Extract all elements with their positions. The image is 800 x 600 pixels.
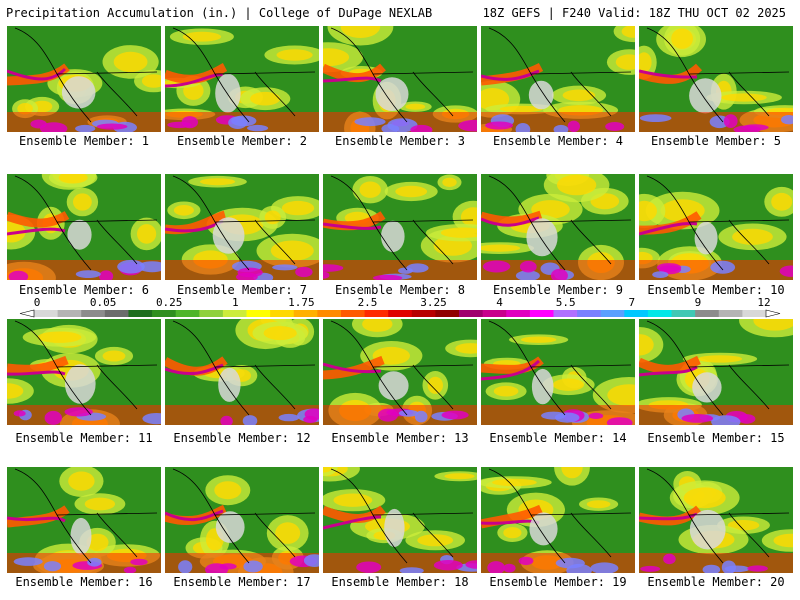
ensemble-map-8	[323, 174, 477, 280]
ensemble-map-6	[7, 174, 161, 280]
colorbar-swatch	[577, 310, 602, 317]
ensemble-member-label-20: Ensemble Member: 20	[647, 575, 785, 589]
colorbar-swatch	[647, 310, 672, 317]
colorbar-swatch	[624, 310, 649, 317]
ensemble-member-label-14: Ensemble Member: 14	[489, 431, 627, 445]
ensemble-member-label-11: Ensemble Member: 11	[15, 431, 153, 445]
colorbar-right-arrow	[765, 309, 781, 318]
colorbar-tick-label: 4	[496, 296, 503, 309]
colorbar-swatch	[175, 310, 200, 317]
colorbar-tick-label: 7	[628, 296, 635, 309]
colorbar-tick-label: 1	[232, 296, 239, 309]
ensemble-member-label-16: Ensemble Member: 16	[15, 575, 153, 589]
ensemble-map-12	[165, 319, 319, 425]
precipitation-colorbar: 0 0.05 0.25 1 1.75 2.5 3.25 4 5.5 7 9 12	[19, 296, 781, 318]
ensemble-map-5	[639, 26, 793, 132]
ensemble-member-label-19: Ensemble Member: 19	[489, 575, 627, 589]
colorbar-swatch	[506, 310, 531, 317]
colorbar-tick-label: 3.25	[420, 296, 447, 309]
colorbar-tick-label: 0	[34, 296, 41, 309]
ensemble-map-7	[165, 174, 319, 280]
ensemble-member-label-2: Ensemble Member: 2	[176, 134, 308, 148]
colorbar-swatch	[435, 310, 460, 317]
ensemble-member-label-1: Ensemble Member: 1	[18, 134, 150, 148]
colorbar-swatch	[459, 310, 484, 317]
ensemble-member-label-9: Ensemble Member: 9	[492, 283, 624, 297]
colorbar-swatch	[34, 310, 59, 317]
colorbar-swatch	[411, 310, 436, 317]
ensemble-member-label-3: Ensemble Member: 3	[334, 134, 466, 148]
colorbar-swatch	[553, 310, 578, 317]
ensemble-map-13	[323, 319, 477, 425]
colorbar-swatch	[671, 310, 696, 317]
ensemble-member-label-6: Ensemble Member: 6	[18, 283, 150, 297]
colorbar-tick-label: 1.75	[288, 296, 315, 309]
colorbar-swatch	[57, 310, 82, 317]
ensemble-map-1	[7, 26, 161, 132]
colorbar-swatch	[695, 310, 720, 317]
ensemble-member-label-18: Ensemble Member: 18	[331, 575, 469, 589]
ensemble-member-label-13: Ensemble Member: 13	[331, 431, 469, 445]
colorbar-swatch	[128, 310, 153, 317]
ensemble-map-3	[323, 26, 477, 132]
colorbar-swatch	[104, 310, 129, 317]
valid-time-label: 18Z GEFS | F240 Valid: 18Z THU OCT 02 20…	[482, 6, 786, 20]
colorbar-tick-label: 0.25	[156, 296, 183, 309]
ensemble-member-label-17: Ensemble Member: 17	[173, 575, 311, 589]
colorbar-swatch	[718, 310, 743, 317]
ensemble-map-11	[7, 319, 161, 425]
ensemble-map-20	[639, 467, 793, 573]
colorbar-swatch	[600, 310, 625, 317]
colorbar-tick-label: 12	[757, 296, 770, 309]
colorbar-swatch	[81, 310, 106, 317]
ensemble-map-18	[323, 467, 477, 573]
ensemble-member-label-8: Ensemble Member: 8	[334, 283, 466, 297]
colorbar-swatch	[222, 310, 247, 317]
colorbar-swatch	[364, 310, 389, 317]
ensemble-member-label-15: Ensemble Member: 15	[647, 431, 785, 445]
ensemble-member-label-7: Ensemble Member: 7	[176, 283, 308, 297]
colorbar-left-arrow	[19, 309, 35, 318]
colorbar-tick-label: 5.5	[556, 296, 576, 309]
ensemble-map-19	[481, 467, 635, 573]
map-title: Precipitation Accumulation (in.) | Colle…	[6, 6, 433, 20]
ensemble-map-9	[481, 174, 635, 280]
colorbar-swatch	[340, 310, 365, 317]
colorbar-tick-label: 9	[695, 296, 702, 309]
ensemble-member-label-4: Ensemble Member: 4	[492, 134, 624, 148]
colorbar-swatch	[742, 310, 767, 317]
ensemble-map-2	[165, 26, 319, 132]
colorbar-swatch	[246, 310, 271, 317]
colorbar-tick-label: 0.05	[90, 296, 117, 309]
colorbar-swatch	[152, 310, 177, 317]
colorbar-swatch	[529, 310, 554, 317]
ensemble-map-15	[639, 319, 793, 425]
ensemble-map-16	[7, 467, 161, 573]
ensemble-map-10	[639, 174, 793, 280]
colorbar-swatch	[293, 310, 318, 317]
ensemble-member-label-12: Ensemble Member: 12	[173, 431, 311, 445]
colorbar-swatch	[482, 310, 507, 317]
colorbar-swatch	[270, 310, 295, 317]
colorbar-swatch	[317, 310, 342, 317]
ensemble-member-label-5: Ensemble Member: 5	[650, 134, 782, 148]
ensemble-map-14	[481, 319, 635, 425]
colorbar-swatch	[388, 310, 413, 317]
ensemble-map-17	[165, 467, 319, 573]
ensemble-member-label-10: Ensemble Member: 10	[647, 283, 785, 297]
colorbar-tick-label: 2.5	[358, 296, 378, 309]
colorbar-swatch	[199, 310, 224, 317]
ensemble-map-4	[481, 26, 635, 132]
